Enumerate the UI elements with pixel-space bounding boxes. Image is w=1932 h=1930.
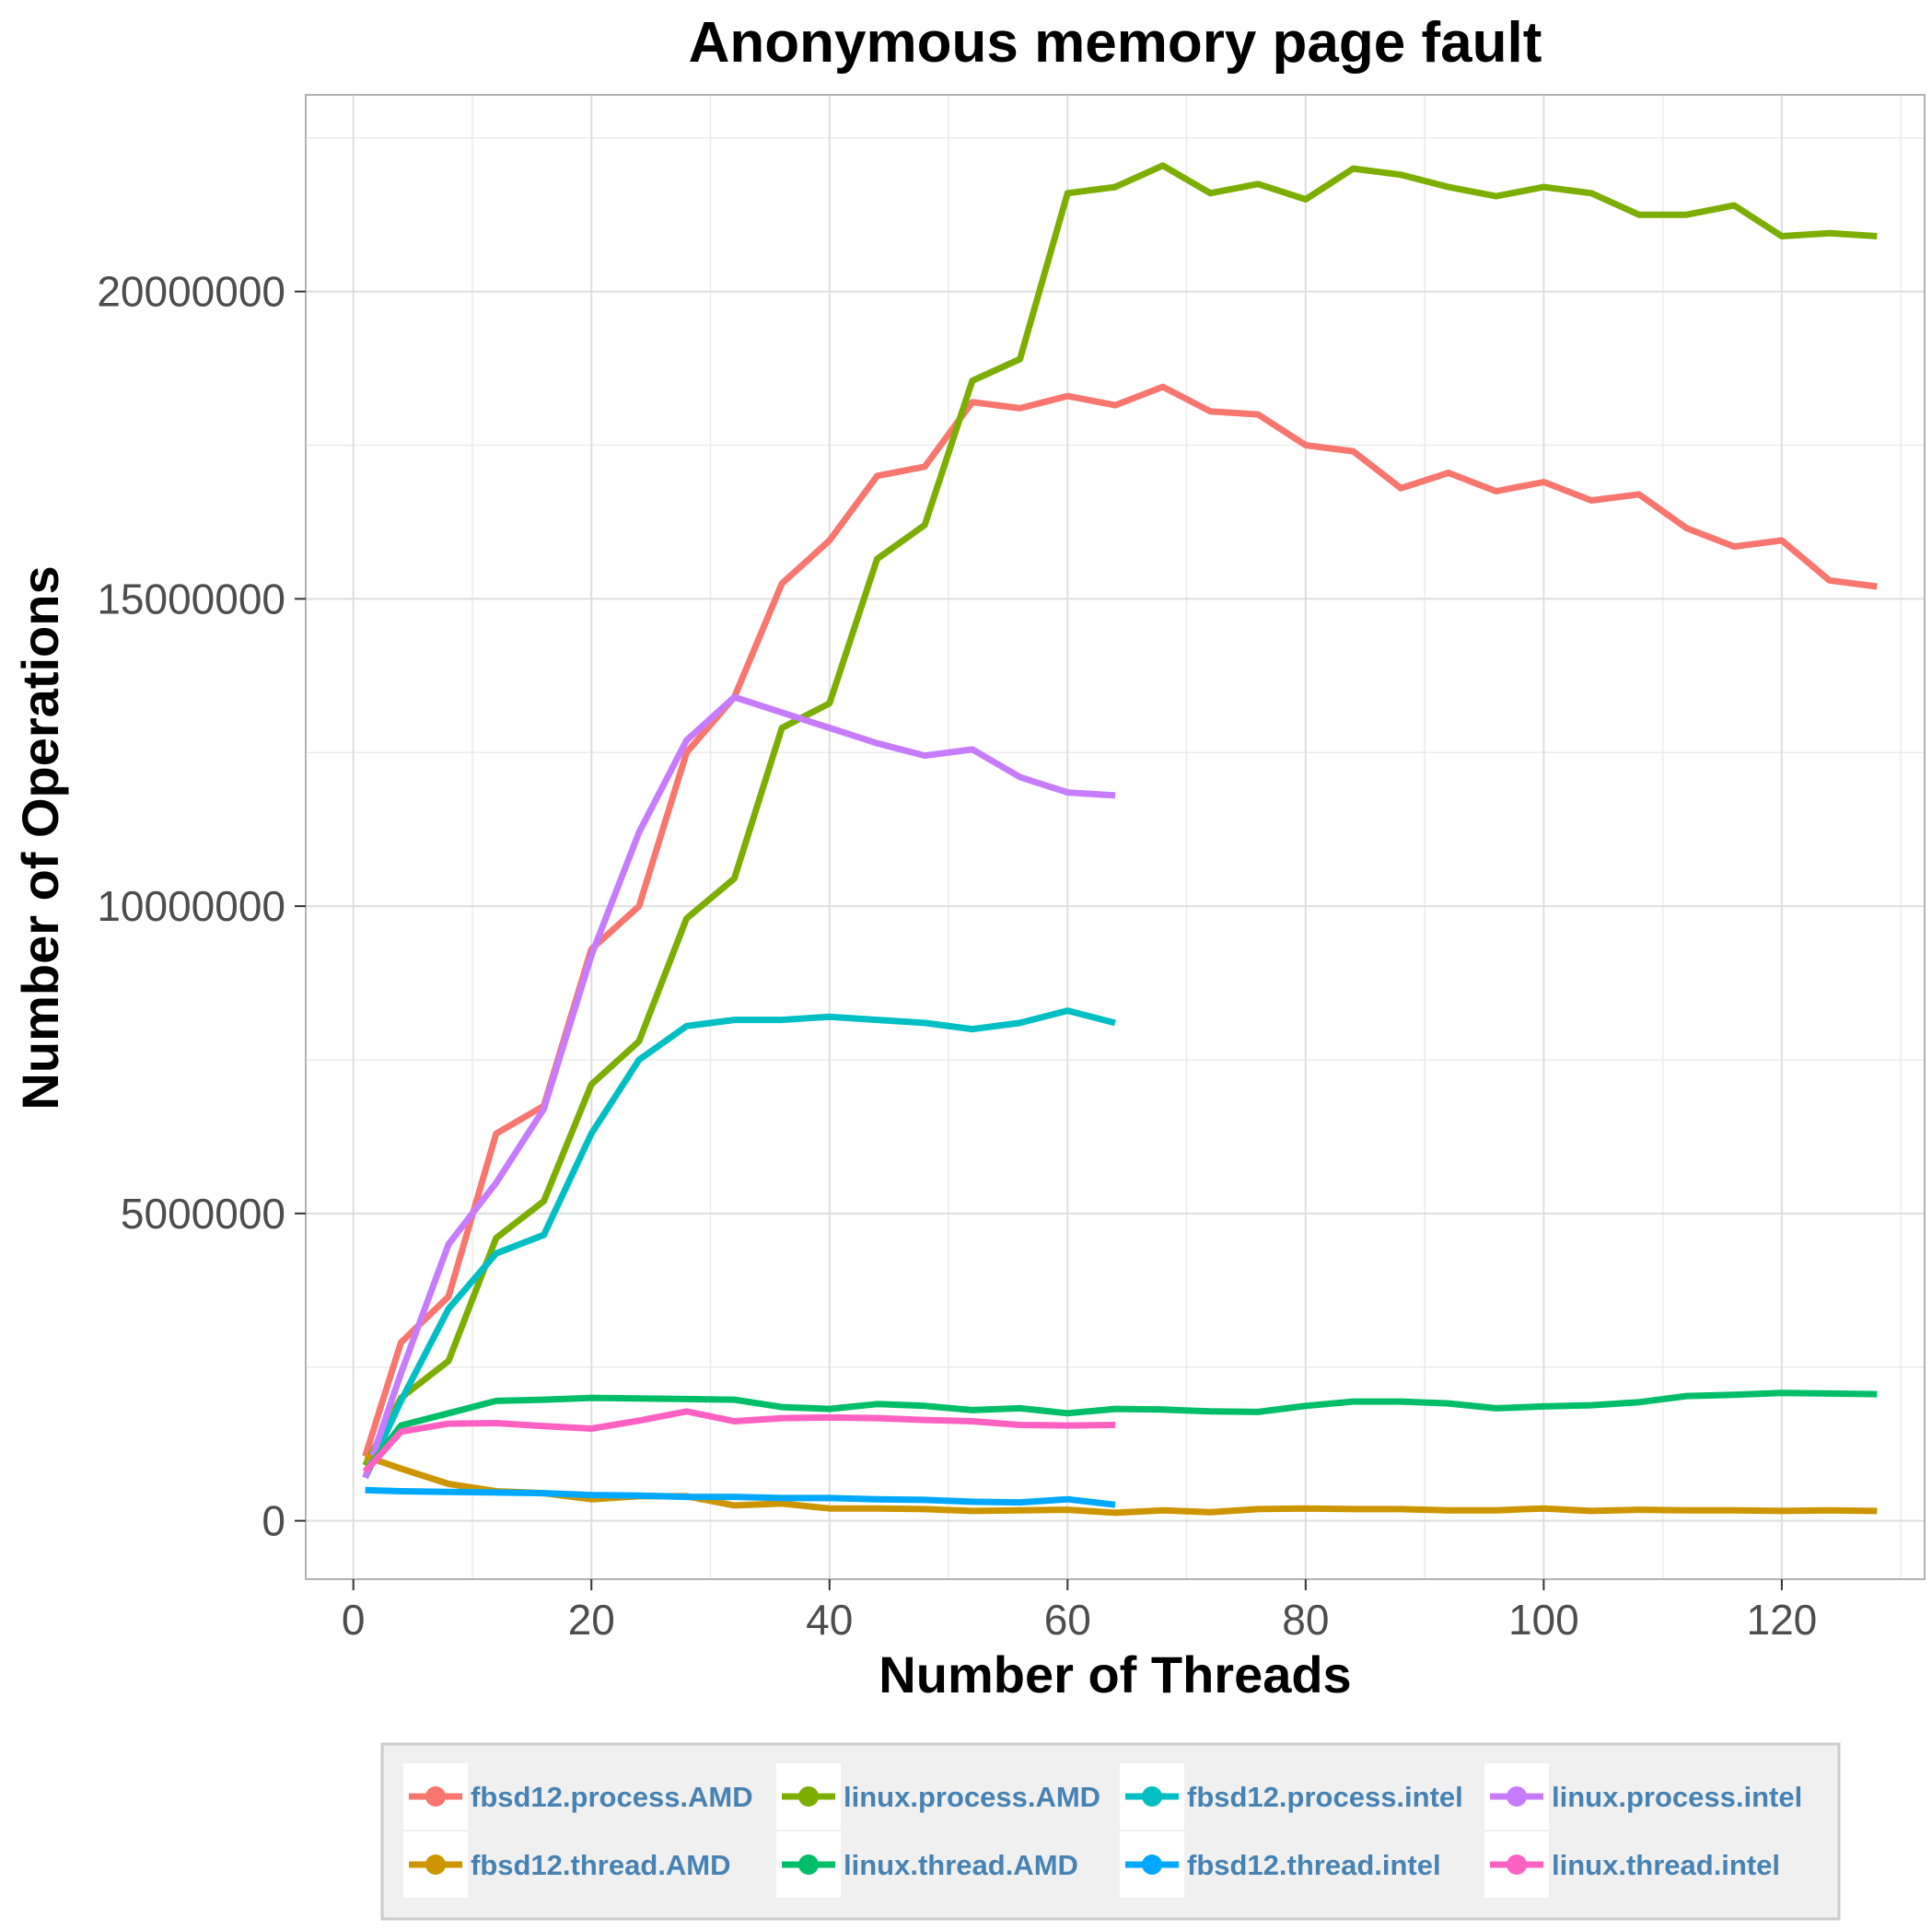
legend-label: fbsd12.process.intel [1187,1781,1463,1813]
legend: fbsd12.process.AMD linux.process.AMD fbsd1… [380,1742,1841,1921]
x-tick-label: 20 [568,1596,615,1644]
legend-label: fbsd12.process.AMD [471,1781,753,1813]
x-tick-label: 120 [1747,1596,1818,1644]
x-tick-label: 0 [342,1596,366,1644]
legend-item: fbsd12.thread.intel [1120,1831,1441,1898]
legend-key-point [798,1854,819,1875]
x-axis-title: Number of Threads [879,1645,1351,1703]
legend-label: linux.thread.intel [1552,1849,1780,1881]
plot-panel-border [305,94,1926,1580]
legend-item: fbsd12.process.AMD [403,1763,753,1830]
legend-key-point [798,1786,819,1807]
legend-item: linux.thread.intel [1484,1831,1780,1898]
x-tick-label: 100 [1508,1596,1579,1644]
y-axis-ticks: 0 5000000 10000000 15000000 20000000 [97,268,306,1545]
legend-key-point [1142,1786,1162,1807]
series-line-linux.process.AMD [362,162,1878,1468]
legend-item: linux.process.AMD [776,1763,1100,1830]
legend-box [380,1742,1841,1921]
series-line-fbsd12.process.AMD [362,383,1878,1458]
minor-gridlines [306,95,1925,1579]
y-tick-label: 0 [262,1497,285,1545]
series-line-linux.thread.intel [362,1408,1116,1474]
y-tick-label: 5000000 [121,1190,285,1238]
series-line-fbsd12.thread.intel [365,1486,1116,1508]
series-line-linux.thread.AMD [362,1389,1878,1474]
legend-label: linux.process.intel [1552,1781,1802,1813]
major-gridlines [306,95,1925,1579]
legend-label: linux.process.AMD [844,1781,1100,1813]
legend-key-point [1507,1854,1527,1875]
series-line-fbsd12.process.intel [362,1007,1116,1480]
series-line-linux.process.intel [362,693,1116,1480]
legend-item: linux.process.intel [1484,1763,1802,1830]
x-tick-label: 40 [806,1596,853,1644]
legend-label: fbsd12.thread.intel [1187,1849,1441,1881]
legend-key-point [425,1786,446,1807]
x-tick-label: 80 [1282,1596,1329,1644]
legend-key-point [1507,1786,1527,1807]
legend-label: fbsd12.thread.AMD [471,1849,730,1881]
legend-item: linux.thread.AMD [776,1831,1078,1898]
y-tick-label: 15000000 [97,575,285,622]
chart-title: Anonymous memory page fault [689,11,1542,75]
y-tick-label: 20000000 [97,268,285,316]
legend-label: linux.thread.AMD [844,1849,1078,1881]
legend-item: fbsd12.process.intel [1120,1763,1463,1830]
legend-key-point [1142,1854,1162,1875]
legend-key-point [425,1854,446,1875]
y-tick-label: 10000000 [97,882,285,930]
legend-item: fbsd12.thread.AMD [403,1831,730,1898]
y-axis-title: Number of Operations [11,565,69,1110]
x-axis-ticks: 0 20 40 60 80 100 120 [342,1579,1817,1644]
series-lines [362,162,1878,1517]
x-tick-label: 60 [1044,1596,1091,1644]
